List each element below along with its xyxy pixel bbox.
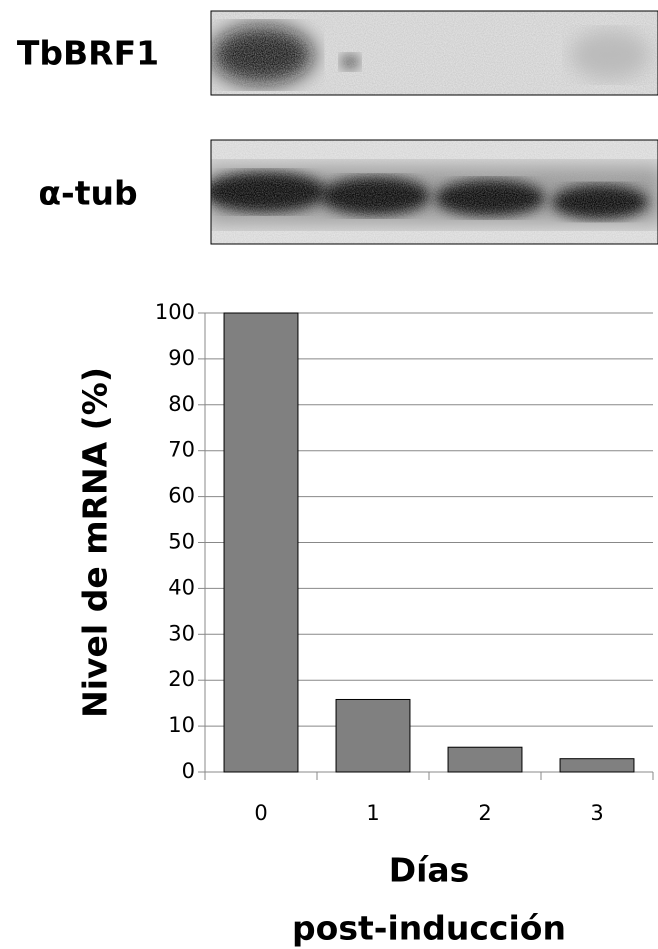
x-tick-label: 1 — [366, 801, 379, 825]
x-axis-title: Días — [389, 851, 470, 890]
y-tick-label: 70 — [168, 438, 195, 462]
y-tick-label: 50 — [168, 530, 195, 554]
y-tick-label: 100 — [155, 300, 195, 324]
y-tick-label: 10 — [168, 713, 195, 737]
blot-label: TbBRF1 — [17, 34, 159, 73]
blot-image — [210, 11, 658, 95]
y-tick-label: 90 — [168, 346, 195, 370]
bar — [560, 759, 634, 772]
y-tick-label: 30 — [168, 621, 195, 645]
y-tick-label: 40 — [168, 575, 195, 599]
x-axis-title: post-inducción — [292, 909, 566, 948]
y-tick-label: 80 — [168, 392, 195, 416]
y-tick-label: 20 — [168, 667, 195, 691]
x-tick-label: 0 — [254, 801, 267, 825]
y-tick-label: 0 — [182, 759, 195, 783]
bar — [336, 699, 410, 772]
bar — [448, 747, 522, 772]
x-tick-label: 3 — [590, 801, 603, 825]
y-tick-label: 60 — [168, 484, 195, 508]
y-axis-title: Nivel de mRNA (%) — [76, 367, 115, 718]
blot-label: α-tub — [38, 174, 137, 213]
bar — [224, 313, 298, 772]
figure: TbBRF1 α-tub 0 10 20 30 40 50 60 70 80 90 100 0 1 2 3 N… — [0, 0, 658, 949]
blot-image — [203, 140, 658, 244]
chart: 0 10 20 30 40 50 60 70 80 90 100 0 1 2 3 Nivel de mRNA … — [76, 300, 654, 948]
x-tick-label: 2 — [478, 801, 491, 825]
